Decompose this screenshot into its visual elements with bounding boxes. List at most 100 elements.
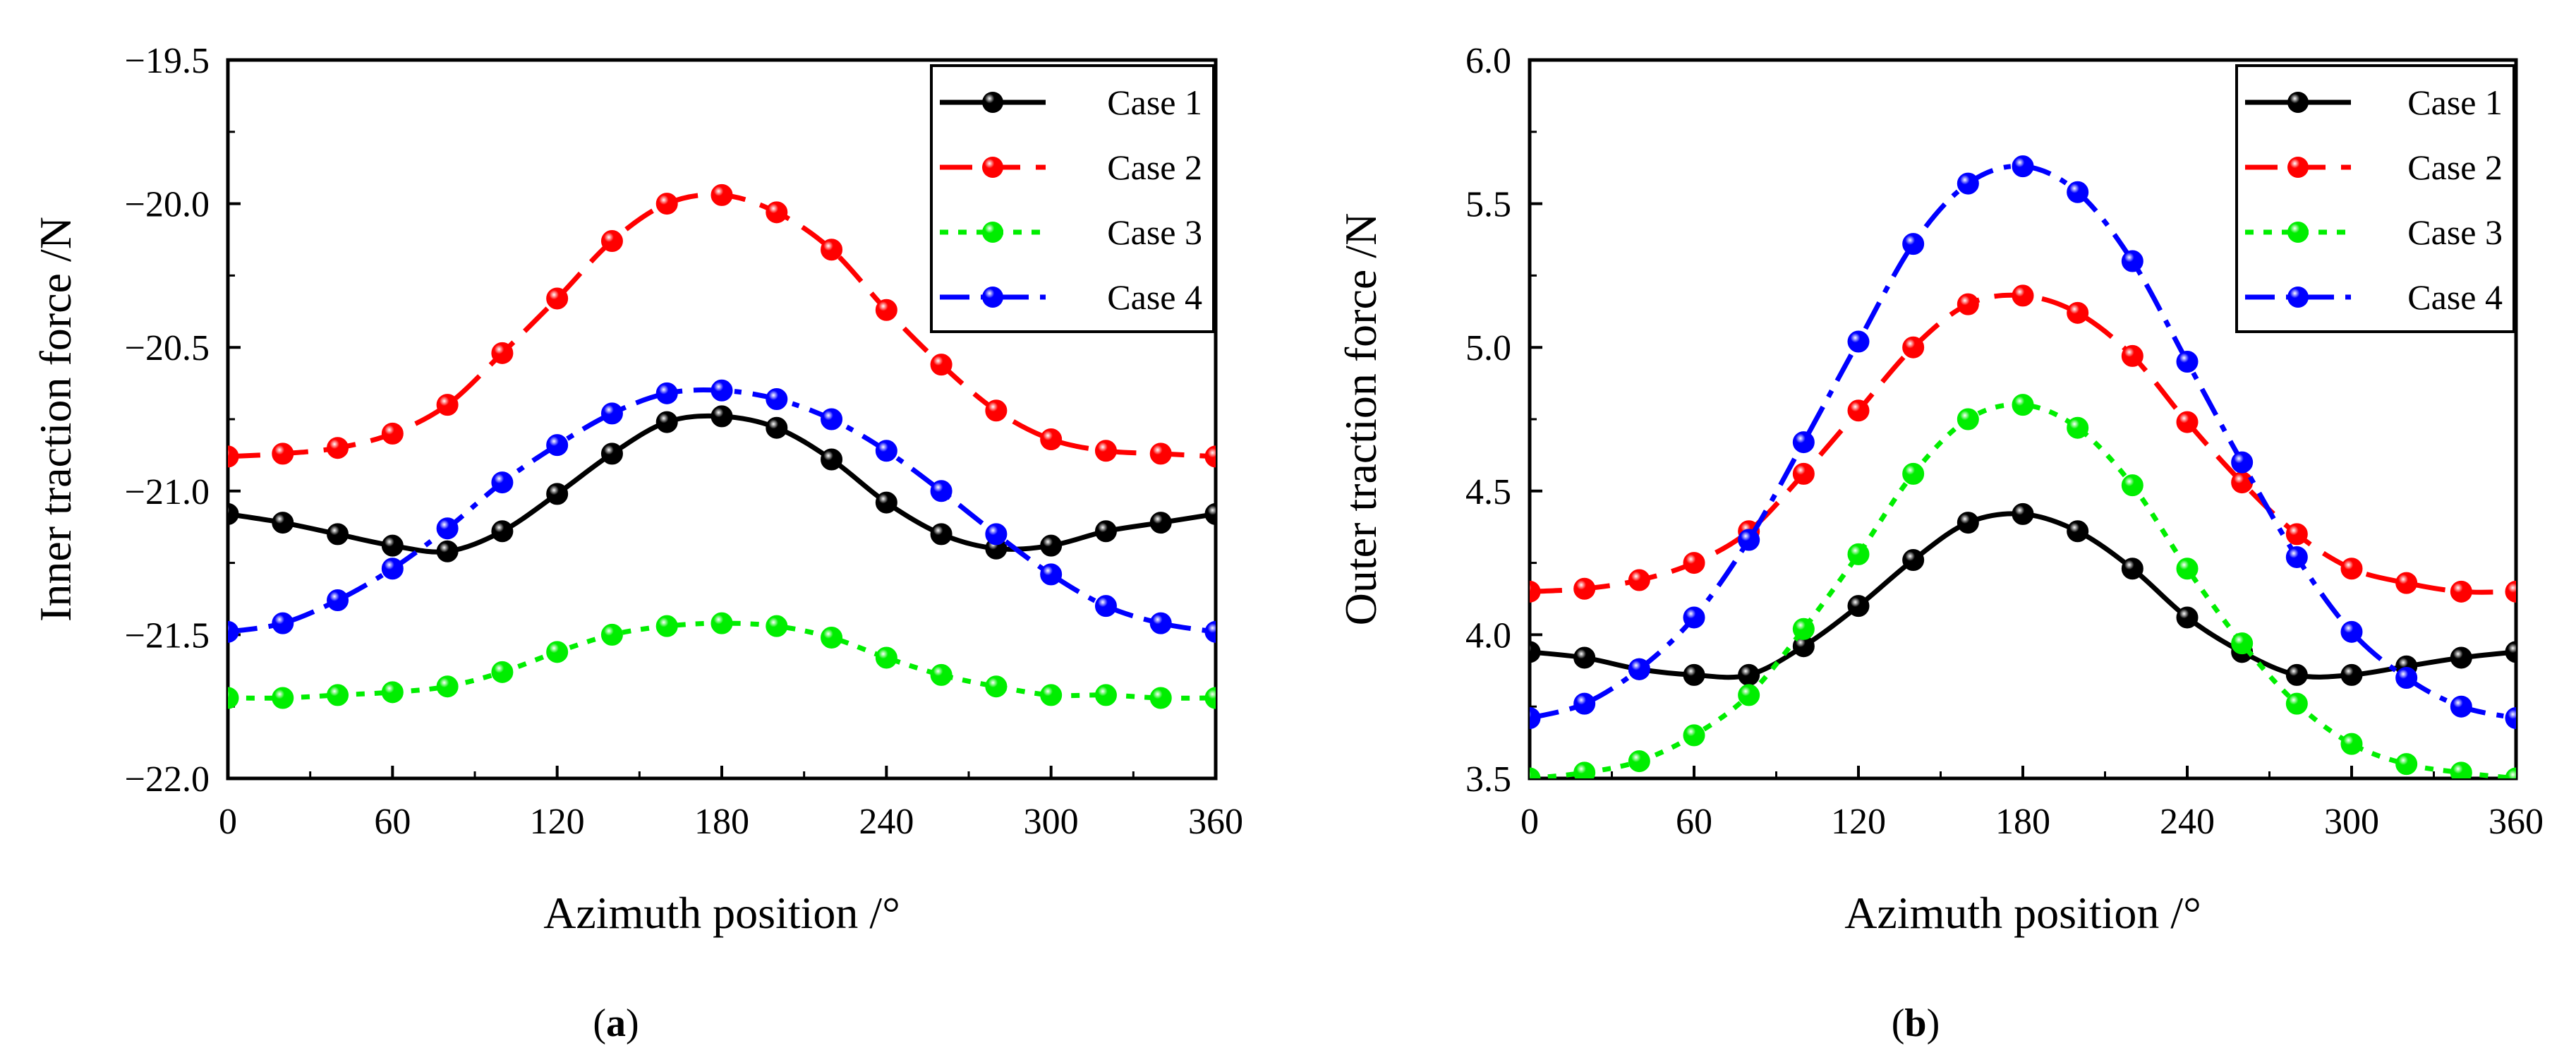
- data-point: [491, 342, 514, 364]
- legend-label: Case 1: [2407, 83, 2503, 122]
- data-point: [930, 663, 953, 686]
- data-point: [272, 612, 294, 634]
- data-point: [272, 512, 294, 534]
- legend-label: Case 4: [2407, 277, 2503, 317]
- data-point: [546, 641, 569, 663]
- data-point: [2012, 155, 2034, 178]
- x-axis-title: Azimuth position /°: [1844, 888, 2201, 938]
- data-point: [930, 354, 953, 376]
- data-point: [766, 416, 788, 439]
- data-point: [1094, 684, 1117, 706]
- series-3: [1530, 394, 2516, 778]
- panel-letter: a: [606, 1001, 626, 1045]
- data-point: [2121, 474, 2143, 497]
- data-point: [930, 523, 953, 546]
- x-tick-label: 120: [1831, 802, 1886, 842]
- panel-label: (a): [593, 1001, 639, 1045]
- data-point: [1573, 692, 1596, 715]
- data-point: [1204, 620, 1216, 643]
- data-point: [1738, 529, 1760, 551]
- data-point: [2450, 580, 2472, 603]
- data-point: [710, 405, 733, 428]
- data-point: [2340, 620, 2363, 643]
- data-point: [491, 471, 514, 494]
- data-point: [1957, 408, 1979, 430]
- data-point: [2285, 692, 2308, 715]
- legend-marker: [982, 222, 1003, 243]
- data-point: [436, 394, 459, 416]
- x-tick-label: 180: [1995, 802, 2050, 842]
- legend-label: Case 2: [2407, 147, 2503, 187]
- data-point: [1847, 330, 1870, 353]
- data-point: [228, 620, 239, 643]
- data-point: [710, 612, 733, 634]
- data-point: [2340, 733, 2363, 755]
- data-point: [2067, 301, 2089, 324]
- data-point: [1792, 431, 1815, 454]
- data-point: [1738, 684, 1760, 706]
- data-point: [2067, 520, 2089, 543]
- data-point: [272, 442, 294, 465]
- data-point: [875, 491, 897, 514]
- data-point: [2067, 416, 2089, 439]
- data-point: [327, 523, 349, 546]
- data-point: [766, 615, 788, 637]
- data-point: [2067, 181, 2089, 203]
- legend-marker: [2287, 157, 2309, 178]
- data-point: [2395, 666, 2418, 689]
- data-point: [2450, 761, 2472, 778]
- data-point: [1204, 687, 1216, 709]
- data-point: [1040, 563, 1063, 586]
- data-point: [2340, 663, 2363, 686]
- data-point: [875, 440, 897, 462]
- data-point: [327, 437, 349, 459]
- legend-marker: [2287, 92, 2309, 113]
- series-1: [1530, 502, 2516, 686]
- data-point: [1792, 462, 1815, 485]
- data-point: [546, 434, 569, 457]
- data-point: [2505, 767, 2516, 778]
- y-tick-label: −21.0: [125, 472, 210, 512]
- data-point: [1957, 172, 1979, 195]
- data-point: [2395, 572, 2418, 594]
- panel-letter: b: [1904, 1001, 1926, 1045]
- data-point: [1902, 462, 1925, 485]
- data-point: [655, 411, 678, 433]
- data-point: [2121, 558, 2143, 580]
- series-line: [1530, 292, 2516, 595]
- data-point: [1204, 445, 1216, 468]
- data-point: [2285, 523, 2308, 546]
- data-point: [491, 520, 514, 543]
- y-tick-label: 6.0: [1465, 41, 1511, 81]
- data-point: [1792, 618, 1815, 640]
- data-point: [1149, 612, 1172, 634]
- data-point: [2505, 641, 2516, 663]
- data-point: [1628, 658, 1650, 680]
- data-point: [1573, 761, 1596, 778]
- data-point: [1530, 706, 1541, 729]
- y-tick-label: 5.0: [1465, 328, 1511, 368]
- data-point: [546, 483, 569, 505]
- data-point: [436, 675, 459, 698]
- data-point: [600, 230, 623, 253]
- data-point: [1902, 336, 1925, 359]
- data-point: [2395, 753, 2418, 776]
- x-tick-label: 360: [2489, 802, 2544, 842]
- data-point: [1040, 534, 1063, 557]
- data-point: [1149, 512, 1172, 534]
- data-point: [821, 408, 843, 430]
- data-point: [228, 687, 239, 709]
- data-point: [875, 299, 897, 321]
- data-point: [1957, 293, 1979, 315]
- data-point: [2176, 351, 2199, 373]
- legend-box: [2235, 64, 2515, 333]
- x-tick-label: 300: [2324, 802, 2379, 842]
- y-axis-title: Inner traction force /N: [30, 217, 80, 622]
- data-point: [381, 558, 404, 580]
- data-point: [600, 442, 623, 465]
- data-point: [327, 684, 349, 706]
- data-point: [228, 445, 239, 468]
- data-point: [436, 517, 459, 540]
- data-point: [2121, 344, 2143, 367]
- y-tick-label: −22.0: [125, 759, 210, 800]
